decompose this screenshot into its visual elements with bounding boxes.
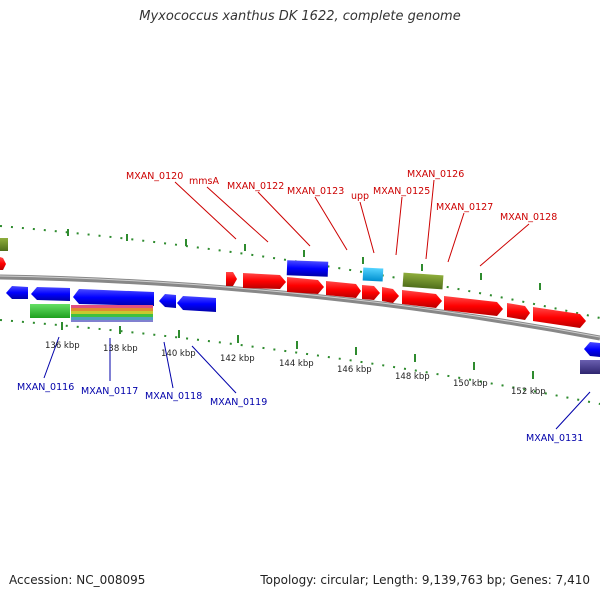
scale-label-152: 152 kbp: [511, 387, 546, 397]
gene-mxan-0127[interactable]: [444, 296, 503, 316]
gene-mxan-0131[interactable]: [584, 342, 600, 357]
map-title: Myxococcus xanthus DK 1622, complete gen…: [139, 9, 461, 24]
label-mxan-0118[interactable]: MXAN_0118: [145, 391, 202, 402]
label-mxan-0125[interactable]: MXAN_0125: [373, 186, 430, 197]
label-mxan-0123[interactable]: MXAN_0123: [287, 186, 344, 197]
scale-label-142: 142 kbp: [220, 354, 255, 364]
gene-mxan-0125[interactable]: [382, 287, 399, 303]
label-mmsa[interactable]: mmsA: [189, 176, 219, 187]
gene-upp[interactable]: [362, 285, 380, 300]
forward-genes: [0, 257, 586, 328]
label-upp[interactable]: upp: [351, 191, 369, 202]
genome-backbone: [0, 274, 600, 341]
accession-text: Accession: NC_008095: [9, 573, 146, 587]
forward-labels: MXAN_0120 mmsA MXAN_0122 MXAN_0123 upp M…: [126, 169, 557, 223]
reverse-genes: [6, 286, 600, 357]
scale-label-138: 138 kbp: [103, 344, 138, 354]
label-mxan-0120[interactable]: MXAN_0120: [126, 171, 183, 182]
label-mxan-0119[interactable]: MXAN_0119: [210, 397, 267, 408]
feature-olive-left-edge[interactable]: [0, 238, 8, 251]
forward-leader-lines: [174, 179, 530, 267]
gene-mxan-0123[interactable]: [326, 281, 361, 298]
label-mxan-0122[interactable]: MXAN_0122: [227, 181, 284, 192]
label-mxan-0126[interactable]: MXAN_0126: [407, 169, 464, 180]
gene-mxan-0118[interactable]: [159, 294, 176, 308]
scale-label-150: 150 kbp: [453, 379, 488, 389]
feature-multicolor[interactable]: [71, 305, 153, 322]
gene-mxan-0128b[interactable]: [533, 307, 586, 328]
scale-label-148: 148 kbp: [395, 372, 430, 382]
gene-mxan-0116b[interactable]: [31, 287, 70, 301]
feature-rna[interactable]: [362, 267, 384, 282]
gene-left-edge[interactable]: [0, 257, 6, 270]
outer-major-ticks: [67, 229, 541, 290]
feature-olive[interactable]: [402, 272, 444, 290]
reverse-leader-lines: [43, 336, 591, 430]
label-mxan-0116[interactable]: MXAN_0116: [17, 382, 74, 393]
gene-mxan-0117[interactable]: [73, 289, 154, 306]
scale-label-146: 146 kbp: [337, 365, 372, 375]
gene-mmsa[interactable]: [243, 273, 286, 289]
scale-label-144: 144 kbp: [279, 359, 314, 369]
scale-label-140: 140 kbp: [161, 349, 196, 359]
label-mxan-0131[interactable]: MXAN_0131: [526, 433, 583, 444]
label-mxan-0127[interactable]: MXAN_0127: [436, 202, 493, 213]
feature-green[interactable]: [30, 304, 70, 318]
scale-label-136: 136 kbp: [45, 341, 80, 351]
gene-mxan-0120[interactable]: [226, 272, 237, 286]
inner-major-ticks: [61, 322, 534, 379]
gene-mxan-0126[interactable]: [402, 290, 442, 308]
gene-mxan-0122[interactable]: [287, 277, 324, 294]
genome-summary-text: Topology: circular; Length: 9,139,763 bp…: [260, 573, 590, 587]
gene-mxan-0128a[interactable]: [507, 303, 530, 320]
feature-blue-block[interactable]: [286, 260, 329, 277]
feature-navy[interactable]: [580, 360, 600, 374]
reverse-labels: MXAN_0116 MXAN_0117 MXAN_0118 MXAN_0119 …: [17, 382, 583, 444]
scale-labels: 136 kbp 138 kbp 140 kbp 142 kbp 144 kbp …: [45, 341, 546, 397]
label-mxan-0117[interactable]: MXAN_0117: [81, 386, 138, 397]
gene-mxan-0116[interactable]: [6, 286, 28, 299]
label-mxan-0128[interactable]: MXAN_0128: [500, 212, 557, 223]
gene-mxan-0119[interactable]: [177, 296, 216, 312]
